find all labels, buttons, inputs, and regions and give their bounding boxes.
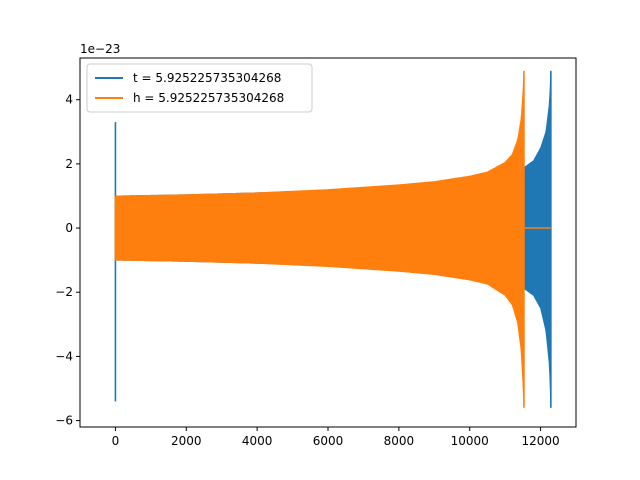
- legend-label-1: h = 5.925225735304268: [133, 91, 284, 105]
- legend: t = 5.925225735304268 h = 5.9252257353042…: [86, 63, 313, 113]
- y-tick-label: 2: [65, 157, 73, 171]
- x-tick-label: 0: [112, 434, 120, 448]
- series-1-waveform-band: [115, 70, 525, 408]
- x-tick-label: 12000: [521, 434, 559, 448]
- x-tick-label: 2000: [171, 434, 202, 448]
- x-tick-label: 4000: [242, 434, 273, 448]
- series-1: [114, 70, 551, 408]
- plot-area: [114, 70, 552, 408]
- legend-label-0: t = 5.925225735304268: [133, 71, 281, 85]
- legend-box: [86, 63, 313, 113]
- y-offset-text: 1e−23: [80, 42, 120, 56]
- x-tick-label: 10000: [451, 434, 489, 448]
- x-tick-label: 8000: [384, 434, 415, 448]
- y-tick-label: 4: [65, 93, 73, 107]
- axes: 0 2000 4000 6000 8000 10000 12000 −6 −4 −2 0 2 4: [55, 57, 577, 448]
- x-tick-label: 6000: [313, 434, 344, 448]
- y-tick-label: −6: [55, 414, 73, 428]
- y-tick-label: 0: [65, 221, 73, 235]
- y-tick-label: −4: [55, 349, 73, 363]
- y-tick-label: −2: [55, 285, 73, 299]
